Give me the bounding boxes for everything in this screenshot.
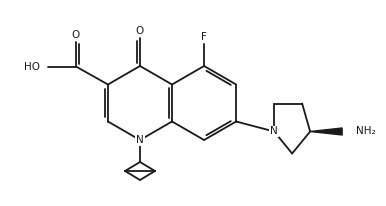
Text: O: O [136, 26, 144, 36]
Text: NH₂: NH₂ [356, 126, 376, 137]
Text: F: F [201, 32, 207, 42]
Text: O: O [72, 29, 80, 40]
Text: N: N [136, 135, 144, 145]
Polygon shape [310, 128, 342, 135]
Text: HO: HO [24, 62, 40, 71]
Text: N: N [270, 126, 278, 137]
